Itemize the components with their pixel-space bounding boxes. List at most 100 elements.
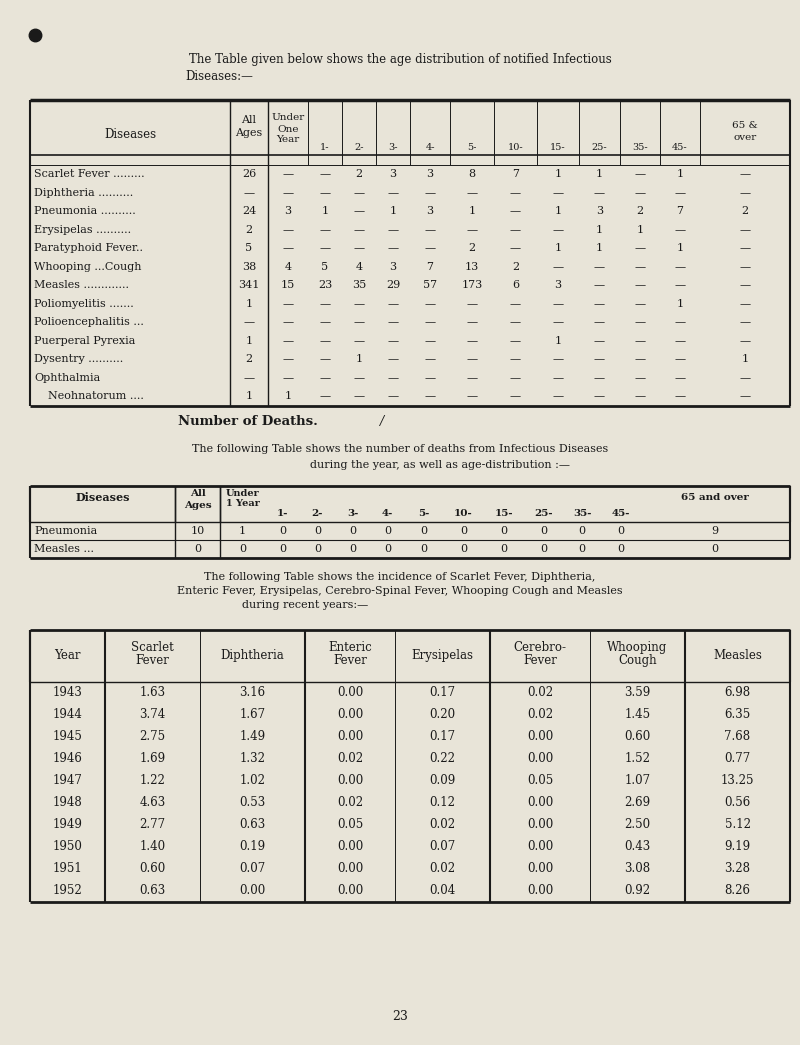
Text: 23: 23	[392, 1011, 408, 1023]
Text: 1.02: 1.02	[239, 774, 266, 787]
Text: —: —	[739, 391, 750, 401]
Text: 1: 1	[596, 243, 603, 253]
Text: —: —	[425, 243, 435, 253]
Text: 23: 23	[318, 280, 332, 291]
Text: Measles .............: Measles .............	[34, 280, 129, 291]
Text: —: —	[243, 373, 254, 382]
Text: 13: 13	[465, 261, 479, 272]
Text: Diseases:—: Diseases:—	[185, 70, 253, 84]
Text: —: —	[674, 280, 686, 291]
Text: 0: 0	[460, 526, 467, 535]
Text: —: —	[594, 188, 605, 198]
Text: —: —	[739, 373, 750, 382]
Text: 1: 1	[239, 526, 246, 535]
Text: 1.32: 1.32	[239, 752, 266, 765]
Text: —: —	[466, 335, 478, 346]
Text: Number of Deaths.: Number of Deaths.	[178, 415, 318, 428]
Text: —: —	[466, 354, 478, 365]
Text: Neohnatorum ....: Neohnatorum ....	[34, 391, 144, 401]
Text: —: —	[354, 318, 365, 327]
Text: 0: 0	[279, 543, 286, 554]
Text: 2-: 2-	[312, 509, 323, 517]
Text: —: —	[387, 391, 398, 401]
Text: —: —	[319, 391, 330, 401]
Text: Enteric Fever, Erysipelas, Cerebro-Spinal Fever, Whooping Cough and Measles: Enteric Fever, Erysipelas, Cerebro-Spina…	[177, 586, 623, 597]
Text: —: —	[243, 188, 254, 198]
Text: Pneumonia: Pneumonia	[34, 526, 98, 535]
Text: —: —	[425, 188, 435, 198]
Text: —: —	[282, 243, 294, 253]
Text: —: —	[466, 188, 478, 198]
Text: —: —	[282, 188, 294, 198]
Text: —: —	[553, 261, 563, 272]
Text: 65 and over: 65 and over	[681, 493, 749, 502]
Text: 1: 1	[355, 354, 362, 365]
Text: 9: 9	[711, 526, 718, 535]
Text: Ophthalmia: Ophthalmia	[34, 373, 100, 382]
Text: —: —	[354, 225, 365, 235]
Text: 3.28: 3.28	[725, 862, 750, 875]
Text: 1.45: 1.45	[625, 709, 650, 721]
Text: 0.92: 0.92	[625, 884, 650, 897]
Text: 1: 1	[554, 243, 562, 253]
Text: 0: 0	[617, 526, 624, 535]
Text: —: —	[282, 354, 294, 365]
Text: 2: 2	[355, 169, 362, 180]
Text: —: —	[466, 318, 478, 327]
Text: 29: 29	[386, 280, 400, 291]
Text: 1949: 1949	[53, 818, 82, 831]
Text: —: —	[354, 373, 365, 382]
Text: 0: 0	[501, 543, 507, 554]
Text: —: —	[319, 299, 330, 308]
Text: —: —	[282, 299, 294, 308]
Text: —: —	[319, 335, 330, 346]
Text: 5: 5	[322, 261, 329, 272]
Text: Erysipelas ..........: Erysipelas ..........	[34, 225, 131, 235]
Text: 0: 0	[540, 526, 547, 535]
Text: —: —	[282, 335, 294, 346]
Text: 1: 1	[596, 225, 603, 235]
Text: —: —	[594, 391, 605, 401]
Text: 26: 26	[242, 169, 256, 180]
Text: /: /	[380, 415, 384, 428]
Text: —: —	[387, 354, 398, 365]
Text: Measles ...: Measles ...	[34, 543, 94, 554]
Text: One: One	[278, 124, 298, 134]
Text: 0.05: 0.05	[337, 818, 363, 831]
Text: 24: 24	[242, 206, 256, 216]
Text: 35-: 35-	[632, 143, 648, 152]
Text: 0: 0	[460, 543, 467, 554]
Text: 1946: 1946	[53, 752, 82, 765]
Text: —: —	[510, 225, 521, 235]
Text: 0.02: 0.02	[527, 709, 553, 721]
Text: Under: Under	[226, 489, 259, 498]
Text: 0.60: 0.60	[139, 862, 166, 875]
Text: 0.12: 0.12	[430, 796, 455, 809]
Text: 13.25: 13.25	[721, 774, 754, 787]
Text: 0.05: 0.05	[527, 774, 553, 787]
Text: 2.77: 2.77	[139, 818, 166, 831]
Text: —: —	[553, 391, 563, 401]
Text: 1: 1	[554, 169, 562, 180]
Text: 3-: 3-	[388, 143, 398, 152]
Text: 5-: 5-	[418, 509, 430, 517]
Text: 7: 7	[426, 261, 434, 272]
Text: 25-: 25-	[592, 143, 607, 152]
Text: —: —	[674, 391, 686, 401]
Text: Scarlet Fever .........: Scarlet Fever .........	[34, 169, 145, 180]
Text: 1: 1	[742, 354, 749, 365]
Text: —: —	[634, 391, 646, 401]
Text: 1: 1	[246, 335, 253, 346]
Text: 0: 0	[617, 543, 624, 554]
Text: —: —	[510, 188, 521, 198]
Text: 1.52: 1.52	[625, 752, 650, 765]
Text: 0.77: 0.77	[724, 752, 750, 765]
Text: —: —	[425, 225, 435, 235]
Text: Erysipelas: Erysipelas	[411, 649, 474, 661]
Text: Diseases: Diseases	[75, 492, 130, 503]
Text: —: —	[387, 225, 398, 235]
Text: —: —	[634, 169, 646, 180]
Text: —: —	[243, 318, 254, 327]
Text: 0.00: 0.00	[337, 730, 363, 743]
Text: 4: 4	[285, 261, 291, 272]
